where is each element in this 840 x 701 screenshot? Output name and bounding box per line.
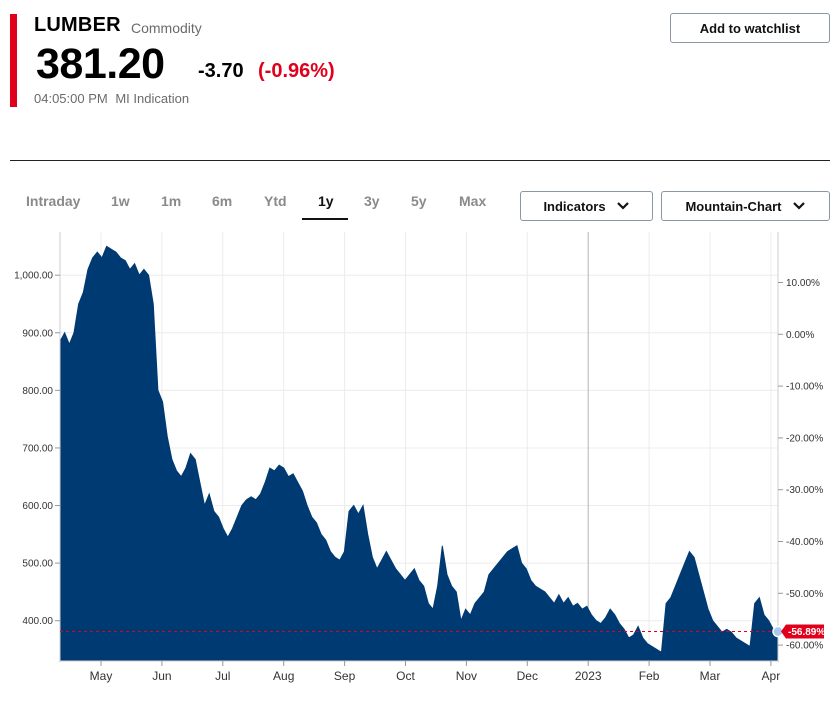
month-label: Nov (456, 669, 477, 683)
tab-5y[interactable]: 5y (411, 193, 427, 209)
current-change-label: -56.89% (788, 627, 825, 638)
tab-1m[interactable]: 1m (161, 193, 182, 209)
month-label: Dec (517, 669, 538, 683)
last-price: 381.20 (36, 40, 165, 88)
symbol-title: LUMBER (34, 14, 121, 36)
left-tick-label: 500.00 (22, 559, 53, 570)
month-label: Feb (639, 669, 660, 683)
quote-time: 04:05:00 PM (34, 91, 108, 106)
month-label: Aug (273, 669, 294, 683)
current-change-badge: -56.89% (781, 624, 825, 639)
add-to-watchlist-button[interactable]: Add to watchlist (670, 13, 830, 43)
price-area (59, 245, 779, 662)
chevron-down-icon (792, 202, 805, 210)
price-change: -3.70 (198, 60, 244, 82)
tab-3y[interactable]: 3y (364, 193, 380, 209)
quote-timestamp: 04:05:00 PM MI Indication (34, 91, 189, 106)
month-label: Mar (700, 669, 721, 683)
right-tick-label: -20.00% (786, 433, 823, 444)
tab-ytd[interactable]: Ytd (264, 193, 287, 209)
tab-1w[interactable]: 1w (111, 193, 130, 209)
asset-type-label: Commodity (131, 20, 202, 36)
chart-type-dropdown[interactable]: Mountain-Chart (661, 191, 830, 221)
indicators-dropdown[interactable]: Indicators (520, 191, 653, 221)
price-chart[interactable]: 1,000.00 900.00 800.00 700.00 600.00 500.00 40… (0, 228, 840, 698)
right-tick-label: 10.00% (786, 278, 820, 289)
left-tick-label: 700.00 (22, 443, 53, 454)
tab-max[interactable]: Max (459, 193, 487, 209)
chevron-down-icon (616, 202, 629, 210)
month-label: May (90, 669, 113, 683)
right-tick-label: -30.00% (786, 485, 823, 496)
right-tick-label: 0.00% (786, 330, 814, 341)
right-tick-label: -50.00% (786, 589, 823, 600)
month-label: 2023 (575, 669, 602, 683)
right-tick-label: -10.00% (786, 382, 823, 393)
month-label: Apr (762, 669, 781, 683)
month-label: Sep (334, 669, 356, 683)
indicators-label: Indicators (543, 198, 606, 214)
left-tick-label: 900.00 (22, 328, 53, 339)
header-divider (10, 160, 830, 161)
left-tick-label: 1,000.00 (14, 271, 53, 282)
left-tick-label: 800.00 (22, 386, 53, 397)
right-tick-label: -60.00% (786, 641, 823, 652)
month-label: Oct (396, 669, 415, 683)
tab-intraday[interactable]: Intraday (26, 193, 81, 209)
left-tick-label: 600.00 (22, 501, 53, 512)
price-change-percent: (-0.96%) (258, 60, 335, 82)
tab-6m[interactable]: 6m (212, 193, 233, 209)
right-tick-label: -40.00% (786, 537, 823, 548)
tab-1y[interactable]: 1y (318, 193, 334, 209)
chart-type-label: Mountain-Chart (685, 198, 782, 214)
quote-indication: MI Indication (115, 91, 190, 106)
month-label: Jul (215, 669, 230, 683)
current-change-badge-bg (781, 624, 824, 639)
month-label: Jun (152, 669, 171, 683)
active-tab-indicator (302, 218, 348, 220)
left-tick-label: 400.00 (22, 616, 53, 627)
price-accent-bar (10, 14, 17, 107)
